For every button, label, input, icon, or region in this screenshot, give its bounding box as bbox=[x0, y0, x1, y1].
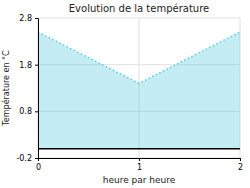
title: Evolution de la température bbox=[69, 3, 209, 14]
grid bbox=[38, 18, 240, 158]
tick-mark bbox=[35, 158, 38, 159]
plot-area bbox=[38, 32, 240, 149]
y-axis-line bbox=[35, 19, 39, 159]
tick: -0.2 bbox=[16, 154, 38, 163]
tick-mark bbox=[35, 18, 38, 19]
tick-label: 0 bbox=[36, 163, 41, 172]
chart-container: 0 1 2 -0.2 0.8 1.8 2.8 Evolution de la températ… bbox=[0, 0, 250, 188]
y-axis: -0.2 0.8 1.8 2.8 bbox=[16, 14, 38, 163]
tick-mark bbox=[35, 65, 38, 66]
tick: 1.8 bbox=[19, 61, 38, 70]
tick-mark bbox=[240, 158, 241, 161]
tick: 0 bbox=[36, 158, 41, 172]
area bbox=[38, 32, 240, 149]
tick-label: 1 bbox=[137, 163, 142, 172]
tick-label: -0.2 bbox=[16, 154, 32, 163]
tick-mark bbox=[139, 158, 140, 161]
tick-label: 2 bbox=[238, 163, 243, 172]
tick-label: 0.8 bbox=[19, 107, 32, 116]
x-axis-title: heure par heure bbox=[103, 175, 176, 185]
grid-line-y bbox=[38, 18, 240, 19]
x-axis-line bbox=[39, 159, 241, 162]
tick: 2 bbox=[238, 158, 243, 172]
chart-svg: 0 1 2 -0.2 0.8 1.8 2.8 Evolution de la températ… bbox=[0, 0, 250, 188]
tick: 2.8 bbox=[19, 14, 38, 23]
line bbox=[38, 32, 240, 83]
tick: 1 bbox=[137, 158, 142, 172]
tick-label: 2.8 bbox=[19, 14, 32, 23]
baseline bbox=[38, 148, 240, 150]
tick-mark bbox=[35, 111, 38, 112]
tick-label: 1.8 bbox=[19, 61, 32, 70]
y-axis-title: Température en °C bbox=[1, 50, 11, 127]
x-axis: 0 1 2 bbox=[36, 158, 243, 172]
tick: 0.8 bbox=[19, 107, 38, 116]
